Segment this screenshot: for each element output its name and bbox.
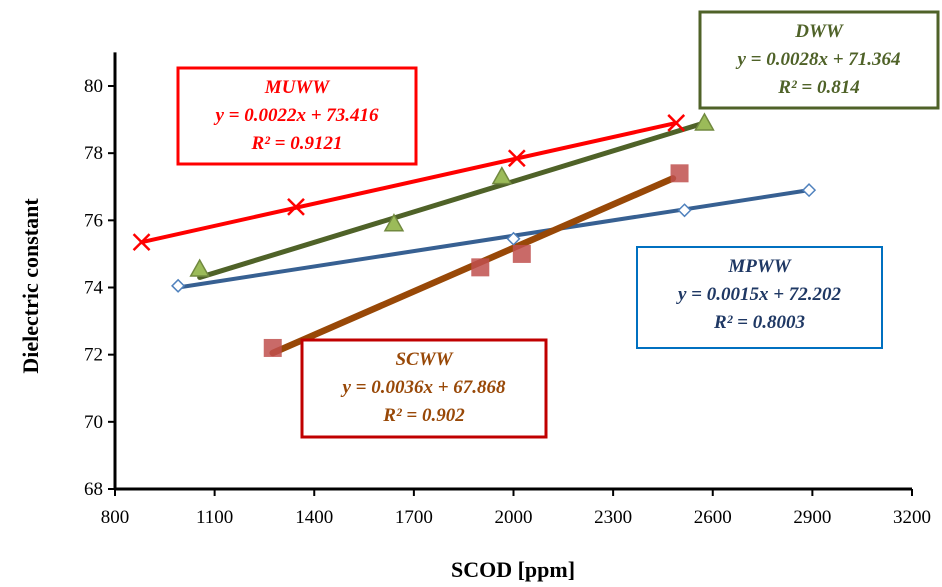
- y-tick-label: 74: [84, 278, 104, 299]
- y-tick-label: 78: [84, 143, 103, 164]
- annotation-equation: y = 0.0028x + 71.364: [735, 49, 900, 70]
- annotation-r2: R² = 0.8003: [713, 312, 805, 333]
- markers: [132, 112, 817, 357]
- x-axis-title: SCOD [ppm]: [451, 557, 575, 582]
- point-scww: [471, 258, 490, 277]
- y-tick-label: 70: [84, 412, 103, 433]
- annotation-series-name: MPWW: [727, 256, 791, 277]
- point-mpww: [171, 278, 186, 293]
- x-tick-label: 1700: [395, 507, 433, 528]
- point-scww: [263, 338, 282, 357]
- x-tick-label: 2900: [793, 507, 831, 528]
- point-muww: [507, 149, 526, 168]
- x-tick-label: 1400: [295, 507, 333, 528]
- point-dww: [694, 112, 715, 131]
- annotation-equation: y = 0.0022x + 73.416: [213, 105, 379, 126]
- point-muww: [132, 233, 151, 252]
- annotation-equation: y = 0.0015x + 72.202: [676, 284, 842, 305]
- trendline-mpww: [176, 188, 812, 290]
- annotation-equation: y = 0.0036x + 67.868: [340, 377, 506, 398]
- annotation-dww: DWW y = 0.0028x + 71.364 R² = 0.814: [698, 10, 940, 110]
- annotation-series-name: DWW: [794, 21, 844, 42]
- point-dww: [189, 258, 210, 277]
- annotation-box: [300, 338, 548, 439]
- annotation-muww: MUWW y = 0.0022x + 73.416 R² = 0.9121: [176, 66, 418, 166]
- x-tick-label: 1100: [196, 507, 233, 528]
- y-tick-label: 72: [84, 345, 103, 366]
- point-muww: [667, 114, 686, 132]
- point-scww: [670, 164, 689, 183]
- x-tick-label: 800: [101, 507, 130, 528]
- point-muww: [287, 198, 305, 216]
- x-tick-label: 2600: [694, 507, 732, 528]
- point-mpww: [677, 203, 692, 218]
- annotation-series-name: SCWW: [395, 349, 453, 370]
- annotation-box: [698, 10, 940, 110]
- annotations: MUWW y = 0.0022x + 73.416 R² = 0.9121 DWW y …: [176, 10, 940, 439]
- x-tick-label: 3200: [893, 507, 931, 528]
- x-tick-label: 2300: [594, 507, 632, 528]
- annotation-box: [636, 246, 883, 349]
- annotation-mpww: MPWW y = 0.0015x + 72.202 R² = 0.8003: [636, 246, 883, 349]
- annotation-r2: R² = 0.902: [382, 405, 465, 426]
- axes: 68 70 72 74 76 78 80 800 1100 1400 1700 2000 2300 260…: [84, 52, 931, 528]
- annotation-box: [176, 66, 418, 166]
- annotation-r2: R² = 0.814: [777, 77, 859, 98]
- annotation-r2: R² = 0.9121: [251, 133, 343, 154]
- annotation-scww: SCWW y = 0.0036x + 67.868 R² = 0.902: [300, 338, 548, 439]
- trendline-dww: [197, 120, 707, 280]
- y-tick-label: 76: [84, 210, 103, 231]
- point-scww: [512, 244, 531, 263]
- point-mpww: [506, 231, 521, 246]
- trendline-muww: [139, 120, 679, 245]
- point-mpww: [801, 183, 817, 198]
- point-dww: [491, 166, 513, 185]
- x-tick-label: 2000: [495, 507, 533, 528]
- point-dww: [383, 213, 405, 232]
- y-tick-label: 68: [84, 479, 103, 500]
- annotation-series-name: MUWW: [264, 77, 331, 98]
- y-tick-label: 80: [84, 76, 103, 97]
- y-axis-title: Dielectric constant: [18, 198, 43, 374]
